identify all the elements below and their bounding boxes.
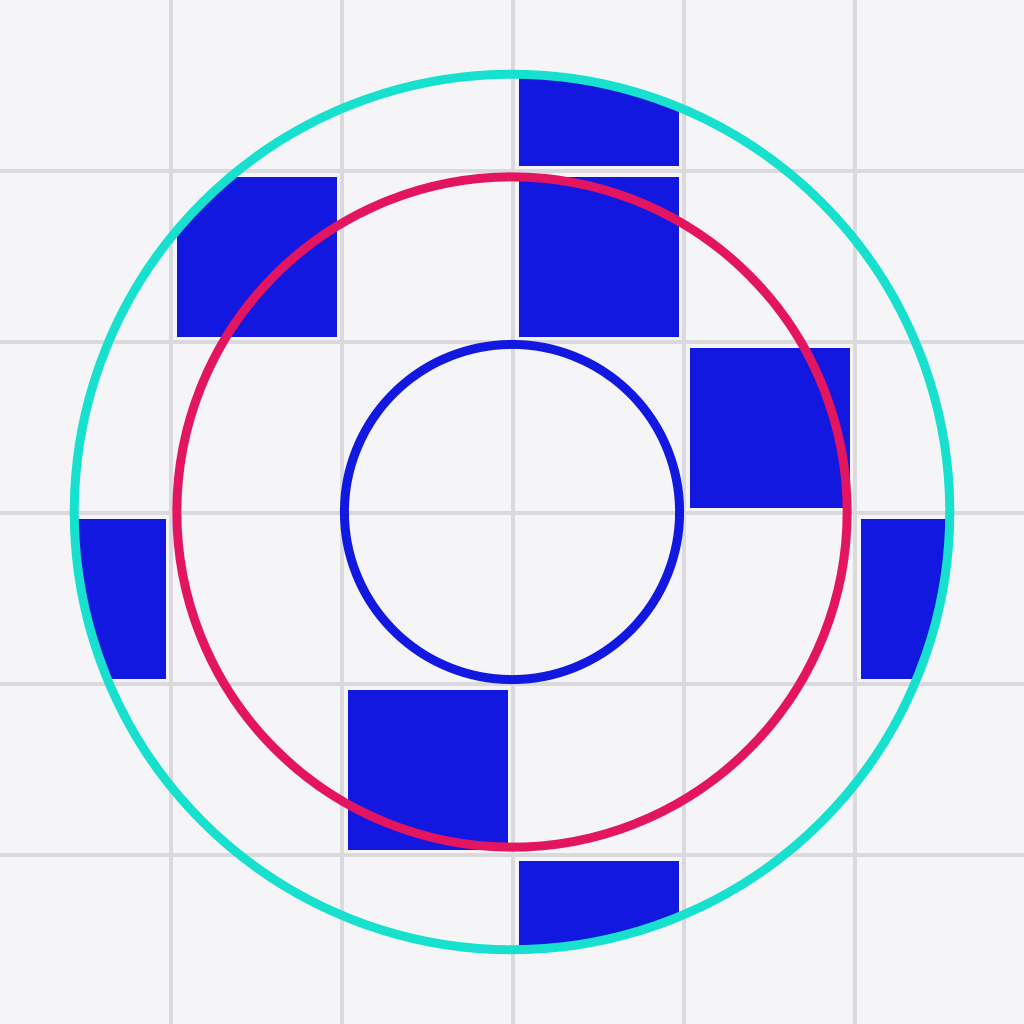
filled-cell-2-4[interactable] <box>348 690 508 850</box>
inner-ring <box>339 339 685 685</box>
filled-cell-4-2[interactable] <box>690 348 850 508</box>
middle-ring <box>172 172 852 852</box>
rings <box>69 69 955 955</box>
outer-ring <box>69 69 955 955</box>
filled-cell-3-1[interactable] <box>519 177 679 337</box>
